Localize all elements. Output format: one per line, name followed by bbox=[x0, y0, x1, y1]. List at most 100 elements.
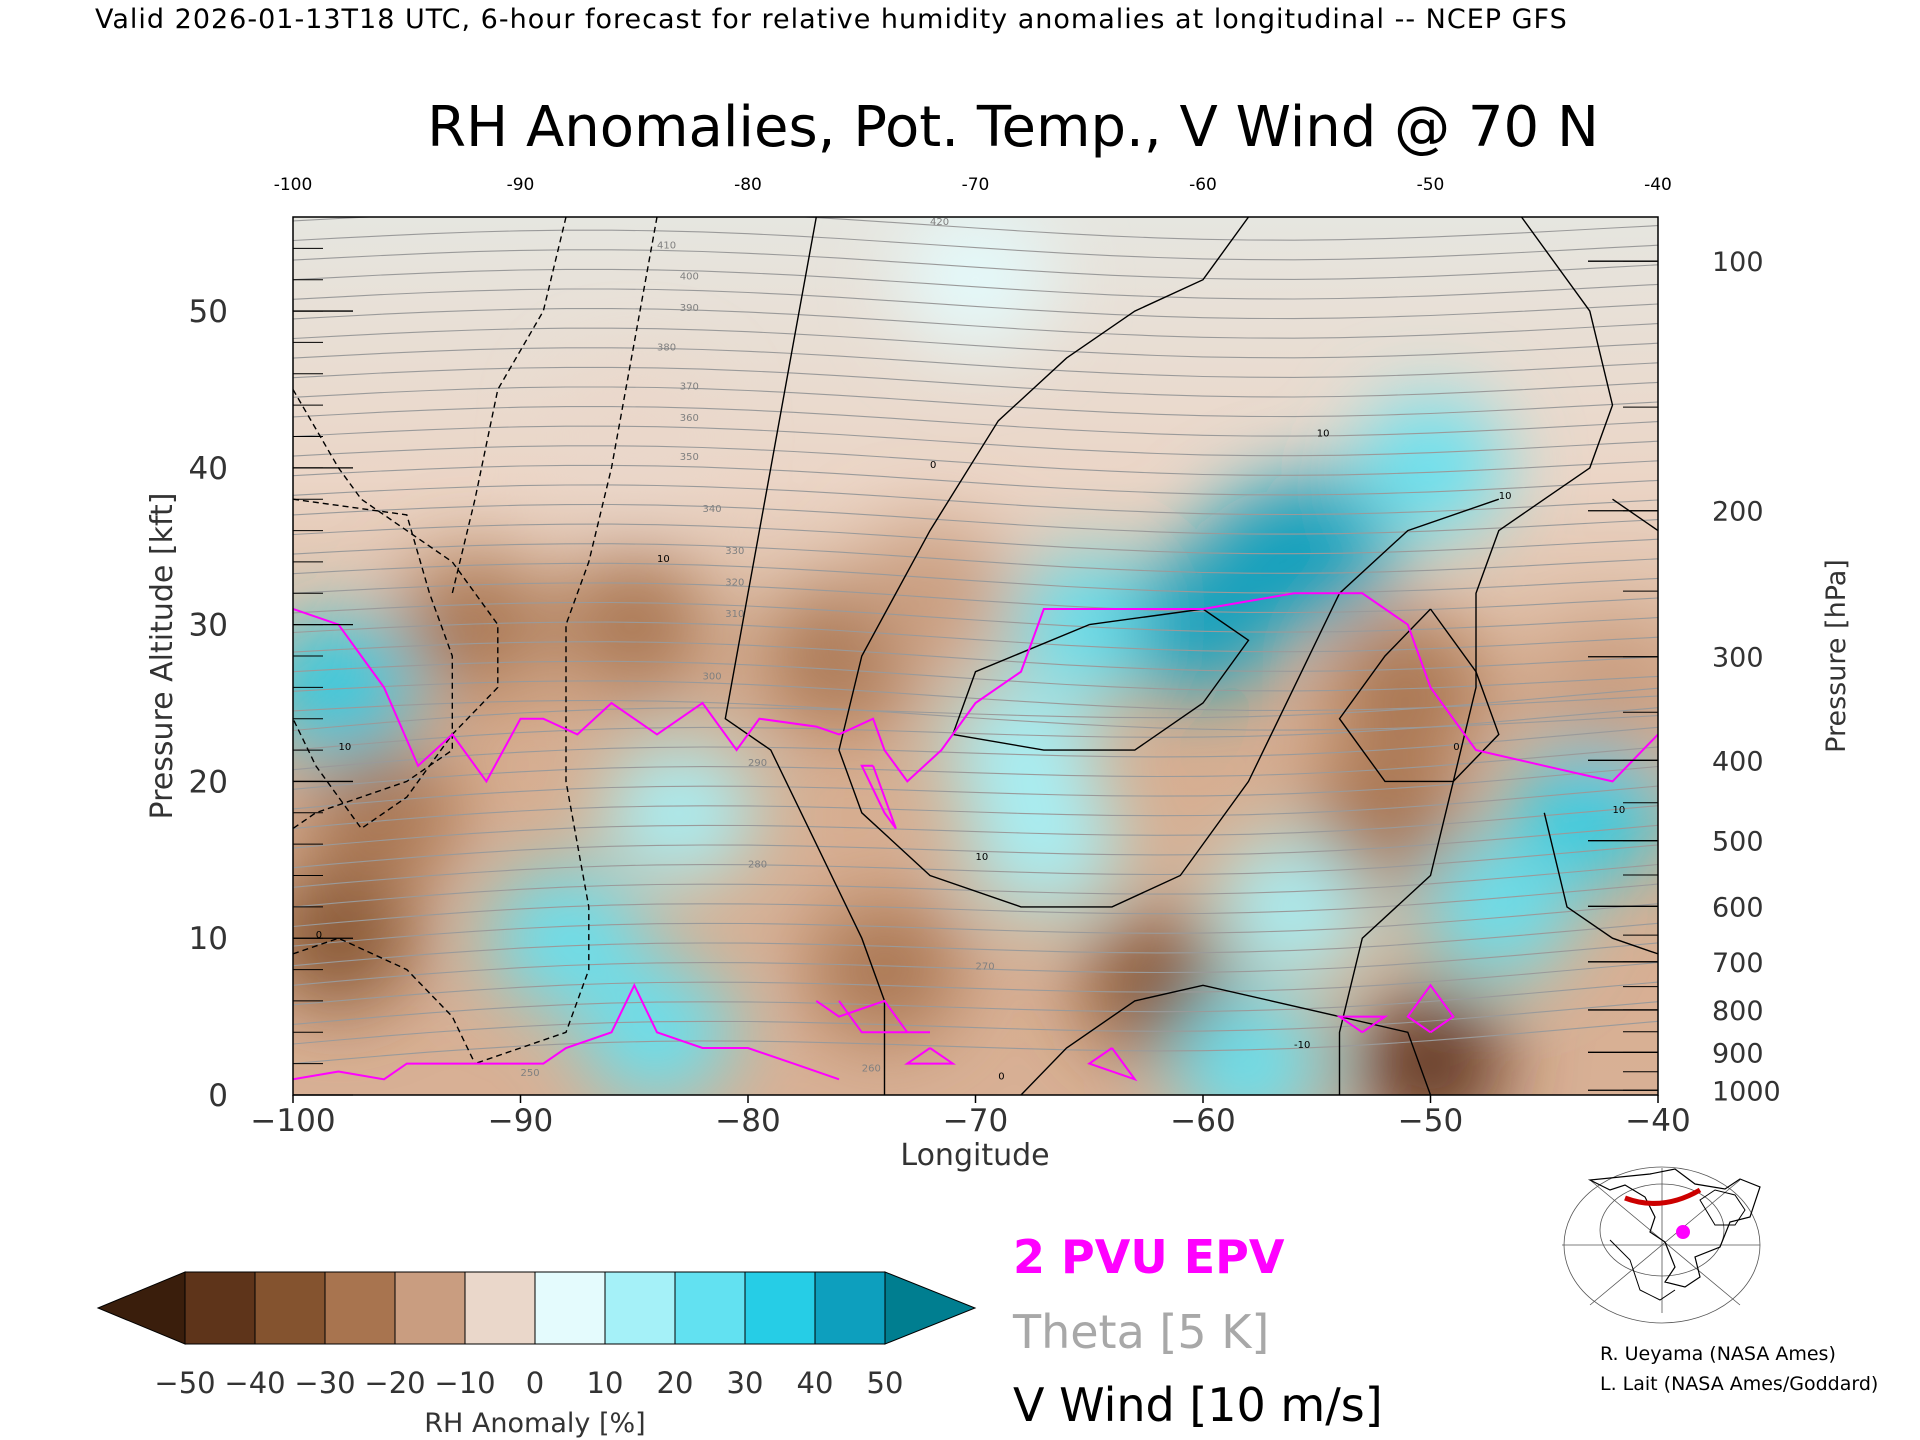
vwind-label-6: 10 bbox=[657, 554, 670, 565]
theta-label-14: 390 bbox=[680, 303, 699, 314]
colorbar: −50 −40 −30 −20 −10 0 10 20 30 40 50 bbox=[96, 1271, 977, 1400]
rh-sample-4 bbox=[491, 868, 641, 1009]
rh-sample-20 bbox=[1310, 742, 1460, 883]
p-tick-label-6: 700 bbox=[1712, 948, 1764, 979]
theta-label-10: 350 bbox=[680, 452, 699, 463]
p-tick-label-5: 600 bbox=[1712, 892, 1764, 923]
rh-sample-5 bbox=[559, 554, 710, 695]
plot-area: 250 2602702802903003103203303403503603703… bbox=[189, 175, 1781, 1139]
top-tick-label-5: -50 bbox=[1417, 175, 1445, 195]
vwind-label-8: 0 bbox=[998, 1071, 1004, 1082]
theta-line-33 bbox=[293, 406, 1658, 437]
y-tick-label-5: 50 bbox=[189, 294, 228, 330]
epv-contour bbox=[293, 592, 1658, 1082]
rh-anomaly-field bbox=[293, 217, 1658, 1095]
theta-line-39 bbox=[293, 288, 1658, 320]
vwind-line-7 bbox=[951, 608, 1250, 751]
theta-contours: 250 260 270 280 290 300 310 320 330 340 350 360 370 3… bbox=[293, 217, 1658, 1079]
theta-line-10 bbox=[293, 824, 1658, 869]
theta-label-12: 370 bbox=[680, 381, 699, 392]
epv-line-5 bbox=[1087, 1047, 1138, 1082]
vwind-label-5: 0 bbox=[316, 930, 322, 941]
top-axis: -100 -90 -80 -70 -60 -50 -40 bbox=[274, 175, 1672, 195]
y-axis: 0 10 20 30 40 50 bbox=[189, 216, 353, 1114]
theta-label-7: 320 bbox=[725, 577, 744, 588]
vwind-line-4 bbox=[293, 937, 476, 1064]
theta-line-36 bbox=[293, 347, 1658, 378]
theta-line-0 bbox=[293, 1020, 1658, 1065]
theta-line-28 bbox=[293, 503, 1658, 535]
colorbar-tick-label-8: 30 bbox=[727, 1366, 764, 1400]
colorbar-bin-4 bbox=[464, 1271, 536, 1345]
colorbar-bin-2 bbox=[324, 1271, 396, 1345]
legend-vwind: V Wind [10 m/s] bbox=[1013, 1378, 1383, 1432]
x-tick-label-5: −50 bbox=[1398, 1103, 1463, 1139]
colorbar-tick-label-6: 10 bbox=[587, 1366, 624, 1400]
y-tick-label-2: 20 bbox=[189, 764, 228, 800]
theta-label-0: 250 bbox=[521, 1068, 540, 1079]
rh-sample-16 bbox=[1241, 476, 1392, 617]
rh-sample-9 bbox=[809, 899, 960, 1040]
vwind-label-0: 0 bbox=[930, 460, 936, 471]
rh-sample-23 bbox=[1423, 836, 1574, 977]
vwind-line-11 bbox=[1020, 984, 1432, 1095]
theta-label-13: 380 bbox=[657, 342, 676, 353]
y2-axis-label: Pressure [hPa] bbox=[1821, 559, 1852, 753]
colorbar-bin-3 bbox=[394, 1271, 466, 1345]
y-tick-label-3: 30 bbox=[189, 608, 228, 644]
colorbar-bin-0 bbox=[184, 1271, 256, 1345]
credit-line-2: L. Lait (NASA Ames/Goddard) bbox=[1600, 1373, 1879, 1395]
p-tick-label-1: 200 bbox=[1712, 497, 1764, 528]
rh-sample-10 bbox=[855, 523, 1005, 664]
legend-theta: Theta [5 K] bbox=[1012, 1305, 1269, 1359]
vwind-label-2: 10 bbox=[1499, 491, 1512, 502]
theta-line-5 bbox=[293, 922, 1658, 967]
top-tick-label-0: -100 bbox=[274, 175, 313, 195]
y-tick-label-0: 0 bbox=[208, 1078, 228, 1114]
theta-line-35 bbox=[293, 366, 1658, 398]
rh-sample-27 bbox=[559, 366, 710, 507]
theta-label-3: 280 bbox=[748, 860, 767, 871]
epv-line-2 bbox=[293, 983, 840, 1081]
y-tick-label-1: 10 bbox=[189, 921, 228, 957]
vwind-label-10: 10 bbox=[1613, 805, 1626, 816]
rh-sample-28 bbox=[1355, 397, 1506, 538]
transect-line bbox=[1624, 1187, 1702, 1206]
theta-line-31 bbox=[293, 445, 1658, 476]
theta-line-37 bbox=[293, 327, 1658, 359]
theta-label-5: 300 bbox=[703, 672, 722, 683]
rh-sample-19 bbox=[1219, 836, 1369, 977]
theta-line-14 bbox=[293, 746, 1658, 790]
colorbar-bin-7 bbox=[674, 1271, 746, 1345]
theta-line-13 bbox=[293, 765, 1658, 810]
colorbar-tick-label-5: 0 bbox=[526, 1366, 544, 1400]
colorbar-label: RH Anomaly [%] bbox=[424, 1408, 645, 1439]
rh-sample-12 bbox=[968, 774, 1119, 915]
vwind-line-3 bbox=[474, 217, 658, 1065]
p-tick-label-3: 400 bbox=[1712, 746, 1764, 777]
colorbar-tick-label-4: −10 bbox=[434, 1366, 495, 1400]
top-tick-label-3: -70 bbox=[962, 175, 990, 195]
colorbar-right-arrow bbox=[884, 1271, 977, 1345]
rh-sample-22 bbox=[1355, 993, 1506, 1095]
vwind-label-1: 10 bbox=[1317, 429, 1330, 440]
colorbar-tick-label-9: 40 bbox=[797, 1366, 834, 1400]
theta-label-15: 400 bbox=[680, 272, 699, 283]
credit-line-1: R. Ueyama (NASA Ames) bbox=[1600, 1343, 1836, 1365]
theta-line-18 bbox=[293, 699, 1658, 731]
p-tick-label-7: 800 bbox=[1712, 996, 1764, 1027]
colorbar-tick-label-3: −20 bbox=[364, 1366, 425, 1400]
theta-line-43 bbox=[293, 217, 1658, 241]
chart-title: RH Anomalies, Pot. Temp., V Wind @ 70 N bbox=[427, 95, 1599, 160]
epv-line-0 bbox=[293, 592, 1658, 784]
theta-line-27 bbox=[293, 523, 1658, 555]
vwind-label-7: -10 bbox=[1294, 1040, 1310, 1051]
vwind-line-10 bbox=[1612, 498, 1658, 532]
colorbar-bin-6 bbox=[604, 1271, 676, 1345]
theta-line-21 bbox=[293, 641, 1658, 672]
p-tick-label-9: 1000 bbox=[1712, 1076, 1781, 1107]
location-map bbox=[1560, 1166, 1761, 1324]
theta-line-34 bbox=[293, 386, 1658, 418]
